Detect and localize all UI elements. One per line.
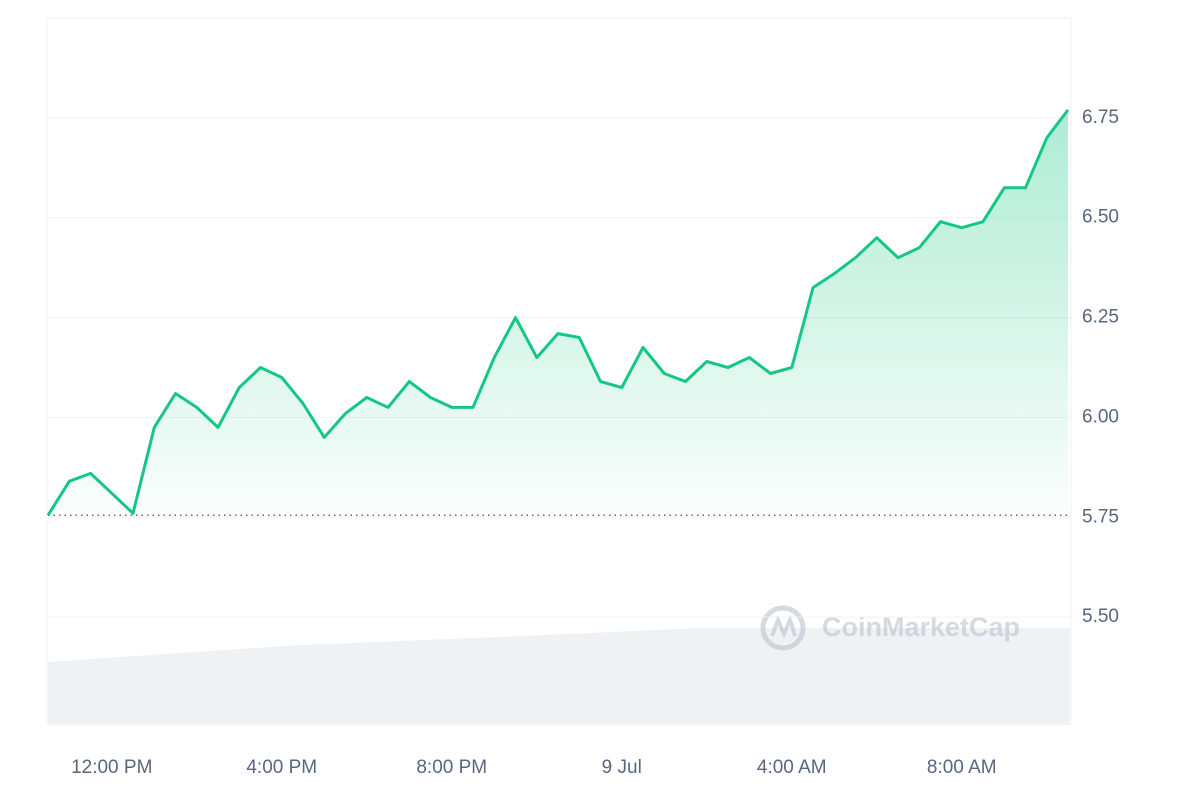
- x-tick-label: 8:00 PM: [416, 757, 487, 778]
- y-tick-label: 6.75: [1082, 107, 1119, 128]
- x-tick-label: 12:00 PM: [71, 757, 152, 778]
- watermark-logo: [760, 605, 806, 651]
- y-tick-label: 5.75: [1082, 506, 1119, 527]
- watermark-text: CoinMarketCap: [822, 612, 1020, 642]
- y-tick-label: 6.00: [1082, 406, 1119, 427]
- x-tick-label: 4:00 PM: [246, 757, 317, 778]
- watermark-logo-mark: [770, 614, 797, 640]
- price-area: [48, 109, 1068, 516]
- x-tick-label: 9 Jul: [602, 757, 642, 778]
- volume-area: [48, 628, 1070, 725]
- x-tick-label: 4:00 AM: [757, 757, 827, 778]
- y-tick-label: 5.50: [1082, 606, 1119, 627]
- x-tick-label: 8:00 AM: [927, 757, 997, 778]
- y-tick-label: 6.50: [1082, 207, 1119, 228]
- y-tick-label: 6.25: [1082, 307, 1119, 328]
- price-line: [46, 108, 1070, 517]
